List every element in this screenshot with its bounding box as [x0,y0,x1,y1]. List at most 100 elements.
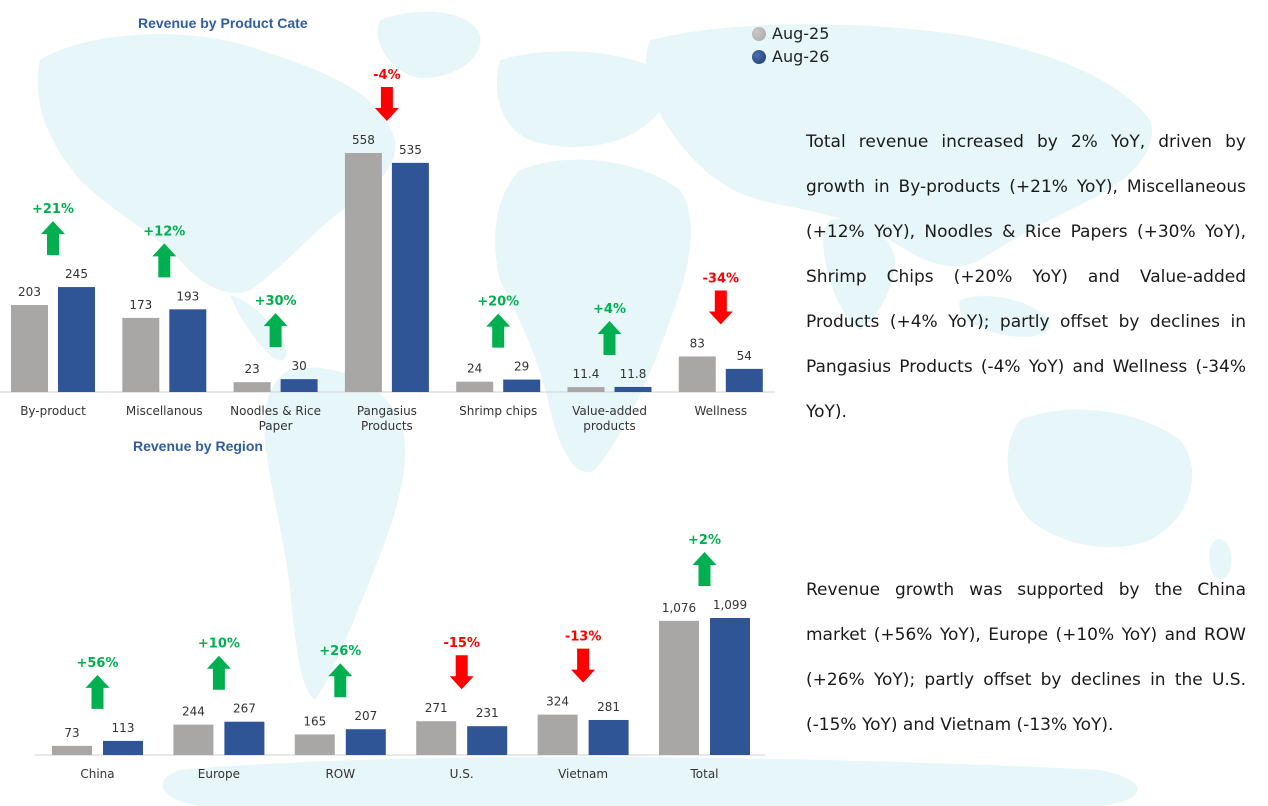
legend-swatch-aug26 [752,49,766,64]
region-bar-aug26 [710,618,750,755]
product-change-label: -34% [703,271,740,286]
product-bar-aug25 [344,153,382,392]
region-bar-aug25 [416,721,457,755]
region-bar-aug26 [588,719,629,755]
product-value-label-aug26: 193 [176,289,199,303]
region-value-label-aug25: 73 [64,726,79,740]
product-bar-aug25 [233,382,271,392]
product-bar-aug26 [614,386,652,392]
product-change-label: +12% [143,224,185,239]
product-category-label: Noodles & Rice [230,404,321,418]
product-commentary: Total revenue increased by 2% YoY, drive… [806,132,1246,422]
product-chart-title: Revenue by Product Cate [138,15,308,31]
up-arrow-icon [263,313,288,348]
region-bar-aug26 [345,729,386,755]
up-arrow-icon [85,674,110,709]
down-arrow-icon [374,87,399,121]
product-change-label: +30% [255,294,297,309]
region-bar-aug25 [294,734,335,755]
region-value-label-aug25: 165 [303,714,326,728]
product-value-label-aug25: 83 [690,336,705,350]
product-bar-aug26 [725,368,763,392]
region-change-label: +2% [688,533,721,548]
up-arrow-icon [328,663,353,698]
region-category-label: Vietnam [558,767,608,781]
product-bar-aug25 [456,381,494,392]
region-change-label: +56% [76,656,118,671]
legend-item-aug25: Aug-25 [752,22,829,45]
chart-legend: Aug-25 Aug-26 [752,22,829,68]
product-value-label-aug25: 11.4 [573,367,600,381]
product-value-label-aug25: 173 [129,298,152,312]
product-category-label: products [583,419,635,433]
product-change-label: +4% [593,302,626,317]
legend-swatch-aug25 [752,26,766,41]
product-category-label: Pangasius [357,404,417,418]
region-value-label-aug26: 1,099 [713,598,747,612]
region-bar-aug26 [103,740,143,755]
product-category-label: Miscellanous [126,404,203,418]
product-category-label: Wellness [694,404,747,418]
product-value-label-aug26: 54 [737,349,752,363]
product-bar-aug26 [391,162,429,392]
product-value-label-aug25: 558 [352,133,375,147]
region-value-label-aug25: 271 [425,701,448,715]
up-arrow-icon [152,243,177,278]
region-change-label: -15% [443,636,480,651]
region-commentary: Revenue growth was supported by the Chin… [806,580,1246,735]
product-category-label: Value-added [572,404,647,418]
up-arrow-icon [41,221,65,256]
region-value-label-aug26: 231 [476,706,499,720]
product-value-label-aug25: 24 [467,362,482,376]
region-value-label-aug26: 207 [354,709,377,723]
region-category-label: Europe [198,767,240,781]
region-bar-aug25 [173,724,214,755]
legend-label-aug26: Aug-26 [772,47,830,66]
product-value-label-aug26: 535 [399,143,422,157]
region-category-label: Total [689,767,718,781]
region-category-label: ROW [325,767,355,781]
product-bar-aug25 [567,387,605,392]
legend-item-aug26: Aug-26 [752,45,829,68]
region-change-label: -13% [565,630,602,645]
product-value-label-aug25: 23 [244,362,259,376]
region-bar-aug26 [224,721,265,755]
product-category-label: Products [361,419,413,433]
product-change-label: +20% [477,295,519,310]
product-value-label-aug26: 30 [291,359,306,373]
product-category-label: Shrimp chips [459,404,537,418]
region-change-label: +10% [198,637,240,652]
product-bar-aug25 [122,317,160,392]
down-arrow-icon [571,648,596,683]
product-change-label: +21% [32,202,74,217]
product-value-label-aug26: 245 [65,267,88,281]
region-change-label: +26% [319,644,361,659]
region-value-label-aug25: 1,076 [662,601,696,615]
legend-label-aug25: Aug-25 [772,24,830,43]
product-bar-aug25 [678,356,716,392]
product-bar-aug25 [11,305,48,392]
product-value-label-aug25: 203 [18,285,41,299]
region-chart-title: Revenue by Region [133,438,263,454]
product-bar-aug26 [280,379,318,392]
down-arrow-icon [449,655,474,690]
product-bar-aug26 [169,309,207,392]
region-bar-aug25 [659,620,699,755]
product-value-label-aug26: 29 [514,360,529,374]
region-revenue-chart: 73 113 China +56% 244 267 Europe +10% 165 207 ROW +… [35,533,765,781]
up-arrow-icon [597,320,622,355]
region-bar-aug25 [52,745,92,755]
region-value-label-aug26: 113 [112,721,135,735]
region-bar-aug25 [537,714,578,755]
product-category-label: Paper [259,419,293,433]
product-value-label-aug26: 11.8 [620,367,647,381]
region-value-label-aug26: 267 [233,702,256,716]
product-bar-aug26 [503,379,541,392]
up-arrow-icon [486,313,511,348]
down-arrow-icon [708,290,733,325]
region-value-label-aug25: 244 [182,705,205,719]
product-bar-aug26 [58,287,95,392]
region-value-label-aug25: 324 [546,695,569,709]
product-category-label: By-product [20,404,86,418]
